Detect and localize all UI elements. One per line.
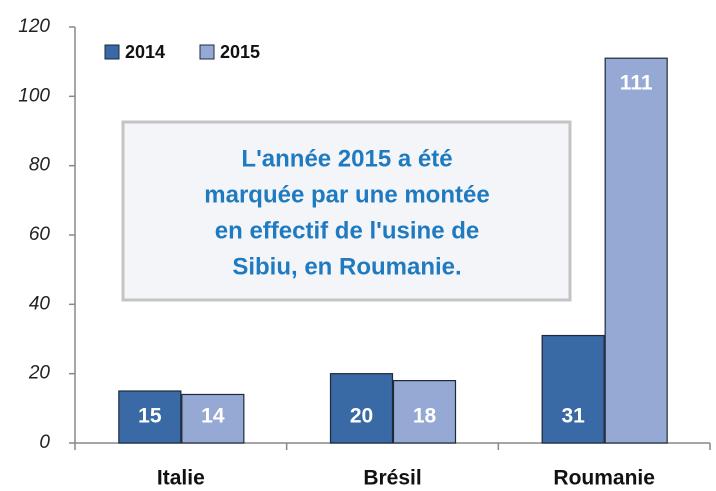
y-tick-label: 60 (29, 224, 51, 245)
x-tick-label: Brésil (363, 467, 421, 490)
annotation-text: marquée par une montée (204, 181, 489, 208)
bar (392, 380, 457, 444)
bar (541, 334, 605, 444)
x-tick-label: Italie (157, 467, 205, 490)
value-label: 15 (138, 405, 162, 428)
legend-label: 2015 (220, 42, 260, 62)
y-tick-label: 0 (39, 432, 50, 453)
legend-swatch (104, 44, 120, 60)
value-label: 18 (413, 405, 437, 428)
legend-label: 2014 (125, 42, 165, 62)
y-tick-label: 20 (28, 363, 51, 384)
annotation-text: Sibiu, en Roumanie. (232, 253, 461, 280)
bar (181, 393, 245, 444)
annotation-box (121, 120, 572, 302)
annotation-text: L'année 2015 a été (241, 145, 452, 172)
y-tick-label: 40 (29, 293, 51, 314)
value-label: 31 (561, 405, 585, 428)
annotation-text: en effectif de l'usine de (215, 217, 479, 244)
y-tick-label: 80 (29, 155, 51, 176)
legend-swatch (199, 44, 215, 60)
value-label: 111 (620, 72, 653, 95)
bar (118, 390, 182, 444)
y-tick-label: 100 (18, 85, 50, 106)
bar (604, 57, 668, 444)
value-label: 14 (201, 405, 225, 428)
bar (329, 373, 394, 444)
value-label: 20 (350, 405, 373, 428)
y-tick-label: 120 (18, 16, 50, 37)
x-tick-label: Roumanie (553, 467, 655, 490)
